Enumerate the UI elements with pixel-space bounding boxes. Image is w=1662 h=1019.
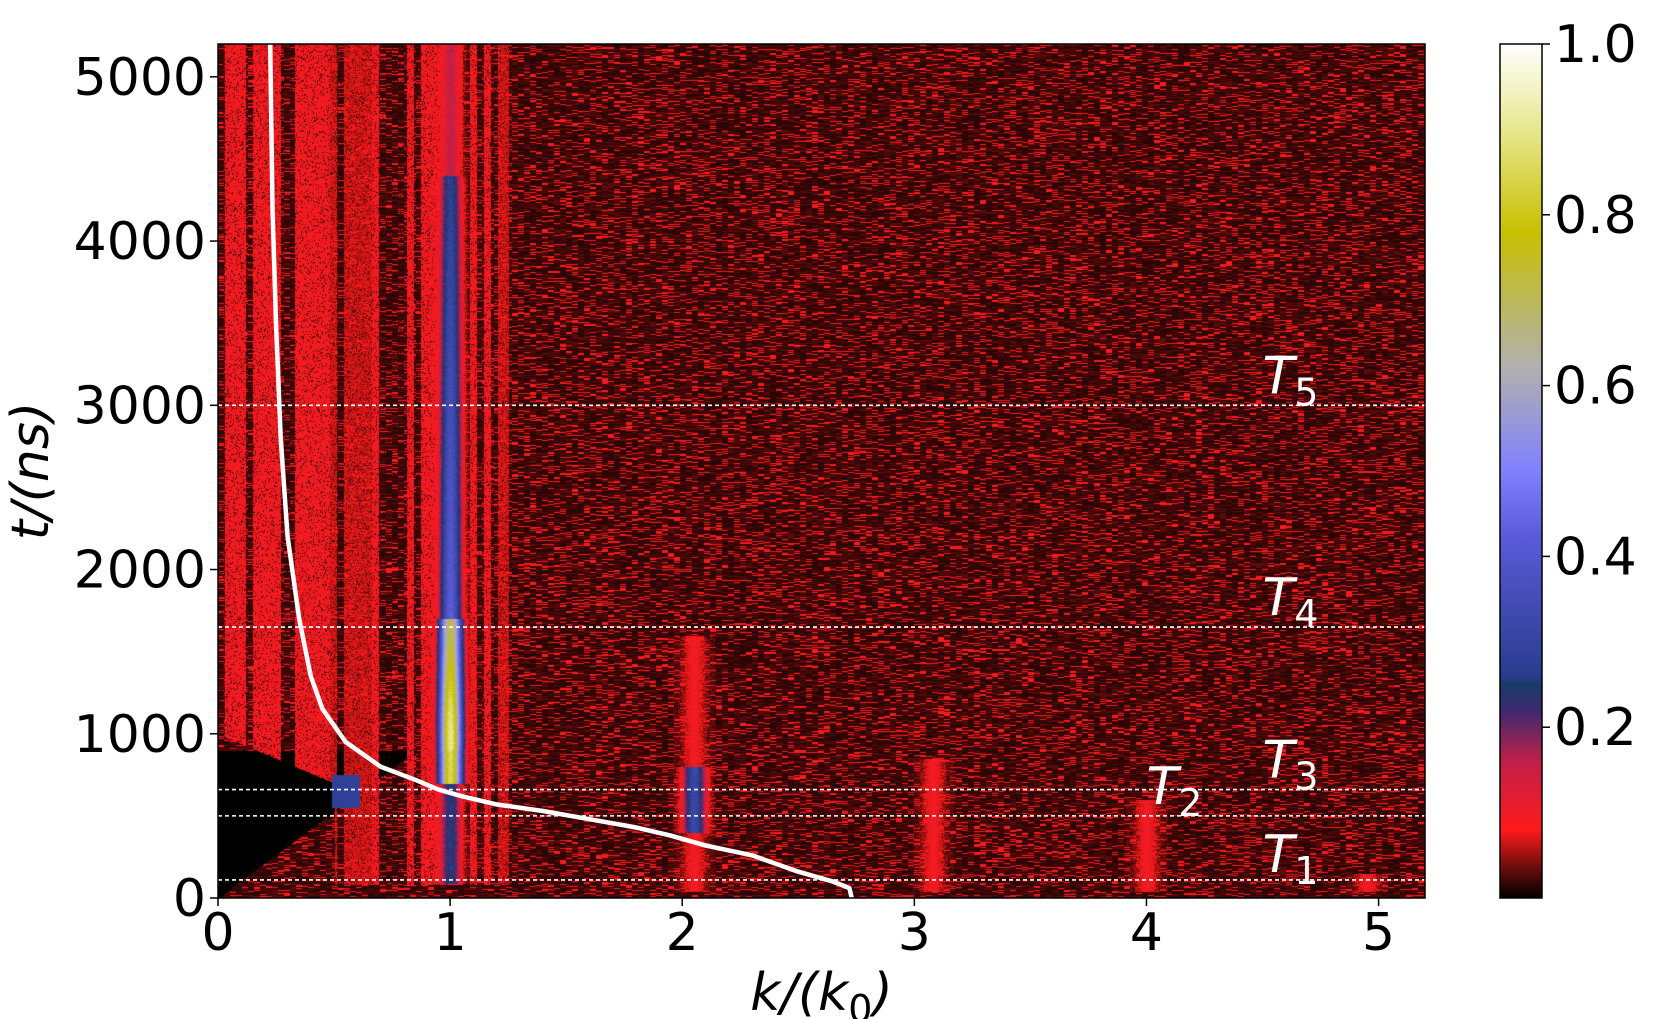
period-label-T3: T3 [1263,731,1319,799]
colorbar-gradient [1500,44,1542,898]
x-tick-label: 4 [1130,903,1163,963]
colorbar-tick-label: 0.8 [1554,186,1637,246]
colorbar: 0.2 0.4 0.6 0.8 1.0 [1499,15,1637,899]
white-curve [267,41,854,901]
x-tick-label: 3 [898,903,931,963]
y-tick-label: 1000 [74,705,206,765]
period-label-T1: T1 [1263,825,1319,893]
y-axis-label: t/(ns) [1,402,61,541]
period-label-T4: T4 [1263,568,1319,636]
heatmap-plot-area: T1 T2 T3 T4 T5 [218,41,1425,901]
x-axis: 0 1 2 3 4 5 [201,898,1395,963]
colorbar-tick-label: 0.2 [1554,698,1637,758]
x-tick-label: 0 [201,903,234,963]
y-tick-label: 2000 [74,541,206,601]
plot-border [217,43,1426,899]
y-axis: 0 1000 2000 3000 4000 5000 [74,48,218,929]
period-label-T5: T5 [1263,346,1319,414]
colorbar-tick-label: 1.0 [1554,15,1637,75]
colorbar-tick-label: 0.6 [1554,357,1637,417]
x-tick-label: 1 [434,903,467,963]
colorbar-border [1499,43,1543,899]
x-axis-label: k/(k0) [750,963,893,1019]
plot-frame [217,43,1426,899]
x-tick-label: 5 [1362,903,1395,963]
colorbar-tick-label: 0.4 [1554,527,1637,587]
y-tick-label: 4000 [74,212,206,272]
y-tick-label: 0 [173,869,206,929]
period-label-T2: T2 [1146,757,1202,825]
heatmap-raster [218,44,1425,898]
y-tick-label: 5000 [74,48,206,108]
x-tick-label: 2 [666,903,699,963]
y-tick-label: 3000 [74,376,206,436]
